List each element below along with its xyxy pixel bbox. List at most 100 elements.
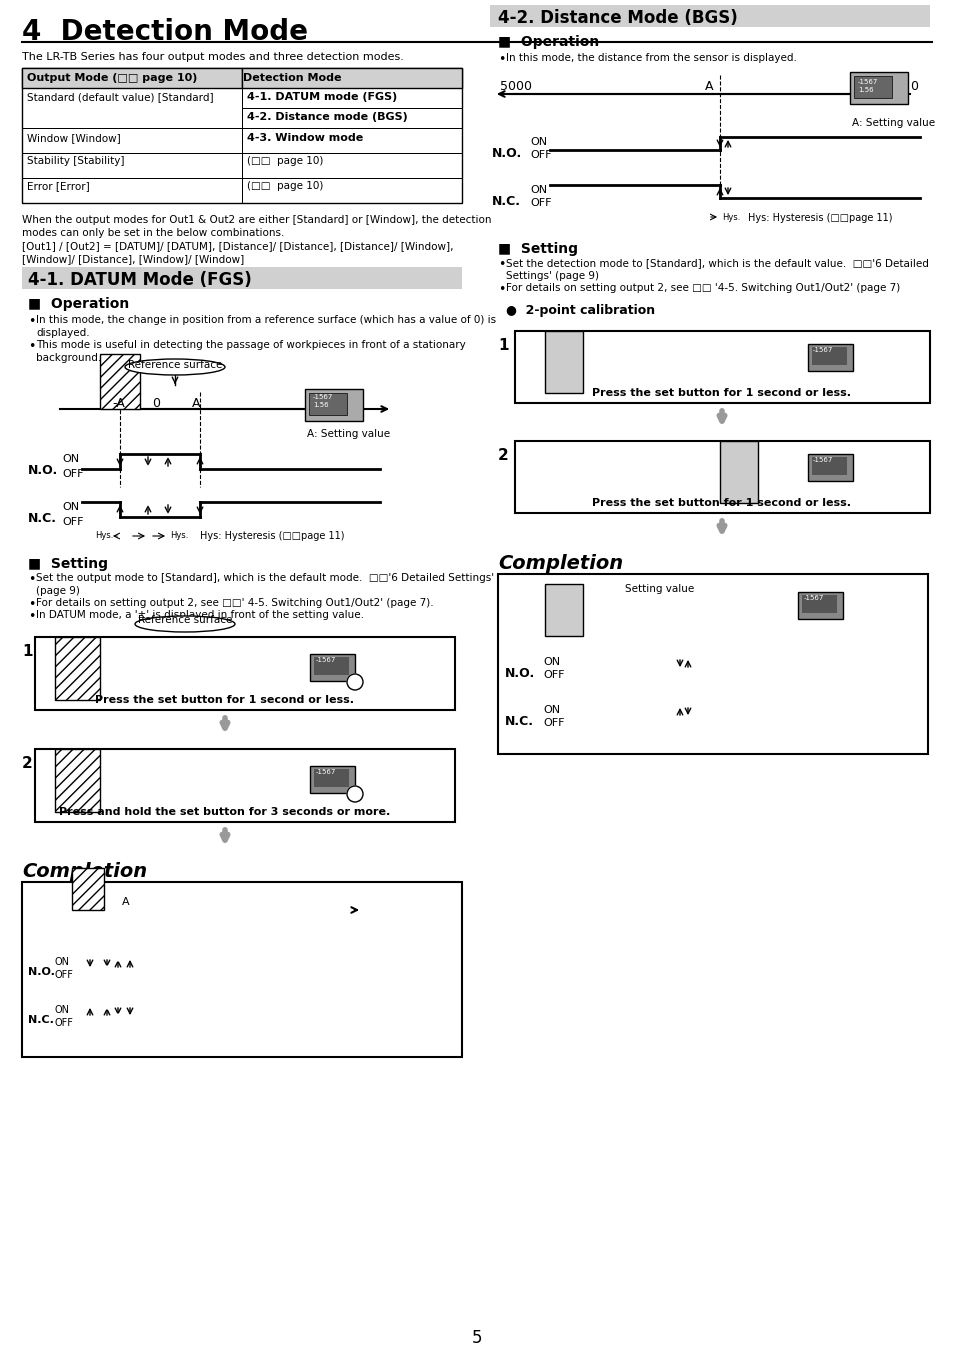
Text: Set the detection mode to [Standard], which is the default value.  □□'6 Detailed: Set the detection mode to [Standard], wh… <box>505 258 928 269</box>
Text: (page 9): (page 9) <box>36 586 80 595</box>
Text: 0: 0 <box>152 397 160 410</box>
Bar <box>35 637 455 710</box>
Bar <box>22 178 242 202</box>
Bar <box>544 331 582 393</box>
Text: A: Setting value: A: Setting value <box>307 429 390 439</box>
Bar <box>22 153 242 178</box>
Text: N.C.: N.C. <box>492 194 520 208</box>
Text: ■  Setting: ■ Setting <box>497 242 578 256</box>
Text: •: • <box>28 572 35 586</box>
Bar <box>242 128 461 153</box>
Text: 1.56: 1.56 <box>857 86 873 93</box>
Bar <box>242 153 461 178</box>
Text: In this mode, the distance from the sensor is displayed.: In this mode, the distance from the sens… <box>505 53 796 63</box>
Bar <box>490 5 929 27</box>
Bar <box>853 76 891 99</box>
Text: ON: ON <box>62 454 79 464</box>
Bar <box>22 267 461 289</box>
Bar <box>242 178 461 202</box>
Bar <box>100 354 140 409</box>
Bar <box>811 458 846 475</box>
Text: Setting value: Setting value <box>624 585 694 594</box>
Bar <box>242 68 461 88</box>
Circle shape <box>347 674 363 690</box>
Bar <box>544 585 582 636</box>
Text: Hys.: Hys. <box>721 213 740 221</box>
Text: •: • <box>497 258 505 271</box>
Text: ■  Operation: ■ Operation <box>28 297 129 310</box>
Text: OFF: OFF <box>54 1018 72 1027</box>
Text: -1567: -1567 <box>812 347 833 352</box>
Text: Press the set button for 1 second or less.: Press the set button for 1 second or les… <box>592 387 851 398</box>
Text: Hys.: Hys. <box>170 531 188 540</box>
Text: When the output modes for Out1 & Out2 are either [Standard] or [Window], the det: When the output modes for Out1 & Out2 ar… <box>22 215 491 225</box>
Text: OFF: OFF <box>54 971 72 980</box>
Ellipse shape <box>125 359 225 375</box>
Bar <box>720 441 758 504</box>
Text: Error [Error]: Error [Error] <box>27 181 90 190</box>
Text: OFF: OFF <box>542 670 564 680</box>
Text: Completion: Completion <box>497 554 622 572</box>
Text: OFF: OFF <box>62 517 84 526</box>
Text: Hys: Hysteresis (□□page 11): Hys: Hysteresis (□□page 11) <box>200 531 344 541</box>
Text: modes can only be set in the below combinations.: modes can only be set in the below combi… <box>22 228 284 238</box>
Text: -1567: -1567 <box>803 595 823 601</box>
Text: -A: -A <box>85 896 96 907</box>
Text: Press the set button for 1 second or less.: Press the set button for 1 second or les… <box>592 498 851 508</box>
Bar <box>22 68 461 202</box>
Text: -1567: -1567 <box>315 657 336 663</box>
Bar <box>55 749 100 811</box>
Text: Output Mode (□□ page 10): Output Mode (□□ page 10) <box>27 73 197 82</box>
Text: displayed.: displayed. <box>36 328 90 338</box>
Text: -1567: -1567 <box>313 394 333 400</box>
Text: For details on setting output 2, see □□' 4-5. Switching Out1/Out2' (page 7).: For details on setting output 2, see □□'… <box>36 598 434 608</box>
Text: 4-1. DATUM Mode (FGS): 4-1. DATUM Mode (FGS) <box>28 271 252 289</box>
Bar <box>811 347 846 364</box>
Text: Standard (default value) [Standard]: Standard (default value) [Standard] <box>27 92 213 103</box>
Text: ON: ON <box>542 705 559 716</box>
Text: background.: background. <box>36 352 101 363</box>
Bar <box>797 593 842 620</box>
Bar <box>309 393 347 414</box>
Text: OFF: OFF <box>530 198 551 208</box>
Bar <box>314 657 349 675</box>
Text: ON: ON <box>530 185 547 194</box>
Text: OFF: OFF <box>542 718 564 728</box>
Text: N.C.: N.C. <box>28 1015 53 1025</box>
Text: Reference surface: Reference surface <box>137 616 232 625</box>
Text: Press and hold the set button for 3 seconds or more.: Press and hold the set button for 3 seco… <box>59 807 390 817</box>
Text: A: A <box>122 896 130 907</box>
Bar <box>71 868 104 910</box>
Text: 1.56: 1.56 <box>313 402 328 408</box>
Text: ON: ON <box>542 657 559 667</box>
Bar <box>22 68 242 88</box>
Bar <box>849 72 907 104</box>
Text: Press the set button for 1 second or less.: Press the set button for 1 second or les… <box>95 695 355 705</box>
Text: 4-2. Distance Mode (BGS): 4-2. Distance Mode (BGS) <box>497 9 737 27</box>
Text: ■  Operation: ■ Operation <box>497 35 598 49</box>
Bar <box>310 653 355 680</box>
Text: (□□  page 10): (□□ page 10) <box>247 181 323 190</box>
Text: In this mode, the change in position from a reference surface (which has a value: In this mode, the change in position fro… <box>36 315 496 325</box>
Text: -1567: -1567 <box>315 769 336 775</box>
Text: The LR-TB Series has four output modes and three detection modes.: The LR-TB Series has four output modes a… <box>22 53 403 62</box>
Text: 4-2. Distance mode (BGS): 4-2. Distance mode (BGS) <box>247 112 407 122</box>
Text: •: • <box>28 610 35 622</box>
Text: N.O.: N.O. <box>28 967 55 977</box>
Bar <box>515 441 929 513</box>
Circle shape <box>347 786 363 802</box>
Bar <box>22 88 242 128</box>
Text: ●  2-point calibration: ● 2-point calibration <box>505 304 655 317</box>
Text: •: • <box>497 53 505 66</box>
Bar <box>801 595 836 613</box>
Bar <box>242 88 461 108</box>
Text: 1: 1 <box>22 644 32 659</box>
Text: 4-1. DATUM mode (FGS): 4-1. DATUM mode (FGS) <box>247 92 396 103</box>
Text: Reference surface: Reference surface <box>128 360 222 370</box>
Text: Hys.: Hys. <box>95 531 113 540</box>
Text: •: • <box>497 284 505 296</box>
Text: 1: 1 <box>497 338 508 352</box>
Text: •: • <box>28 598 35 612</box>
Text: 5000: 5000 <box>499 80 532 93</box>
Bar <box>35 749 455 822</box>
